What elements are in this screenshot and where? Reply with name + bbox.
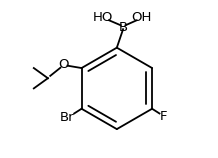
Text: HO: HO — [93, 11, 113, 24]
Text: B: B — [119, 21, 128, 34]
Text: OH: OH — [131, 11, 151, 24]
Text: Br: Br — [59, 111, 74, 124]
Text: O: O — [58, 58, 69, 71]
Text: F: F — [160, 110, 168, 123]
